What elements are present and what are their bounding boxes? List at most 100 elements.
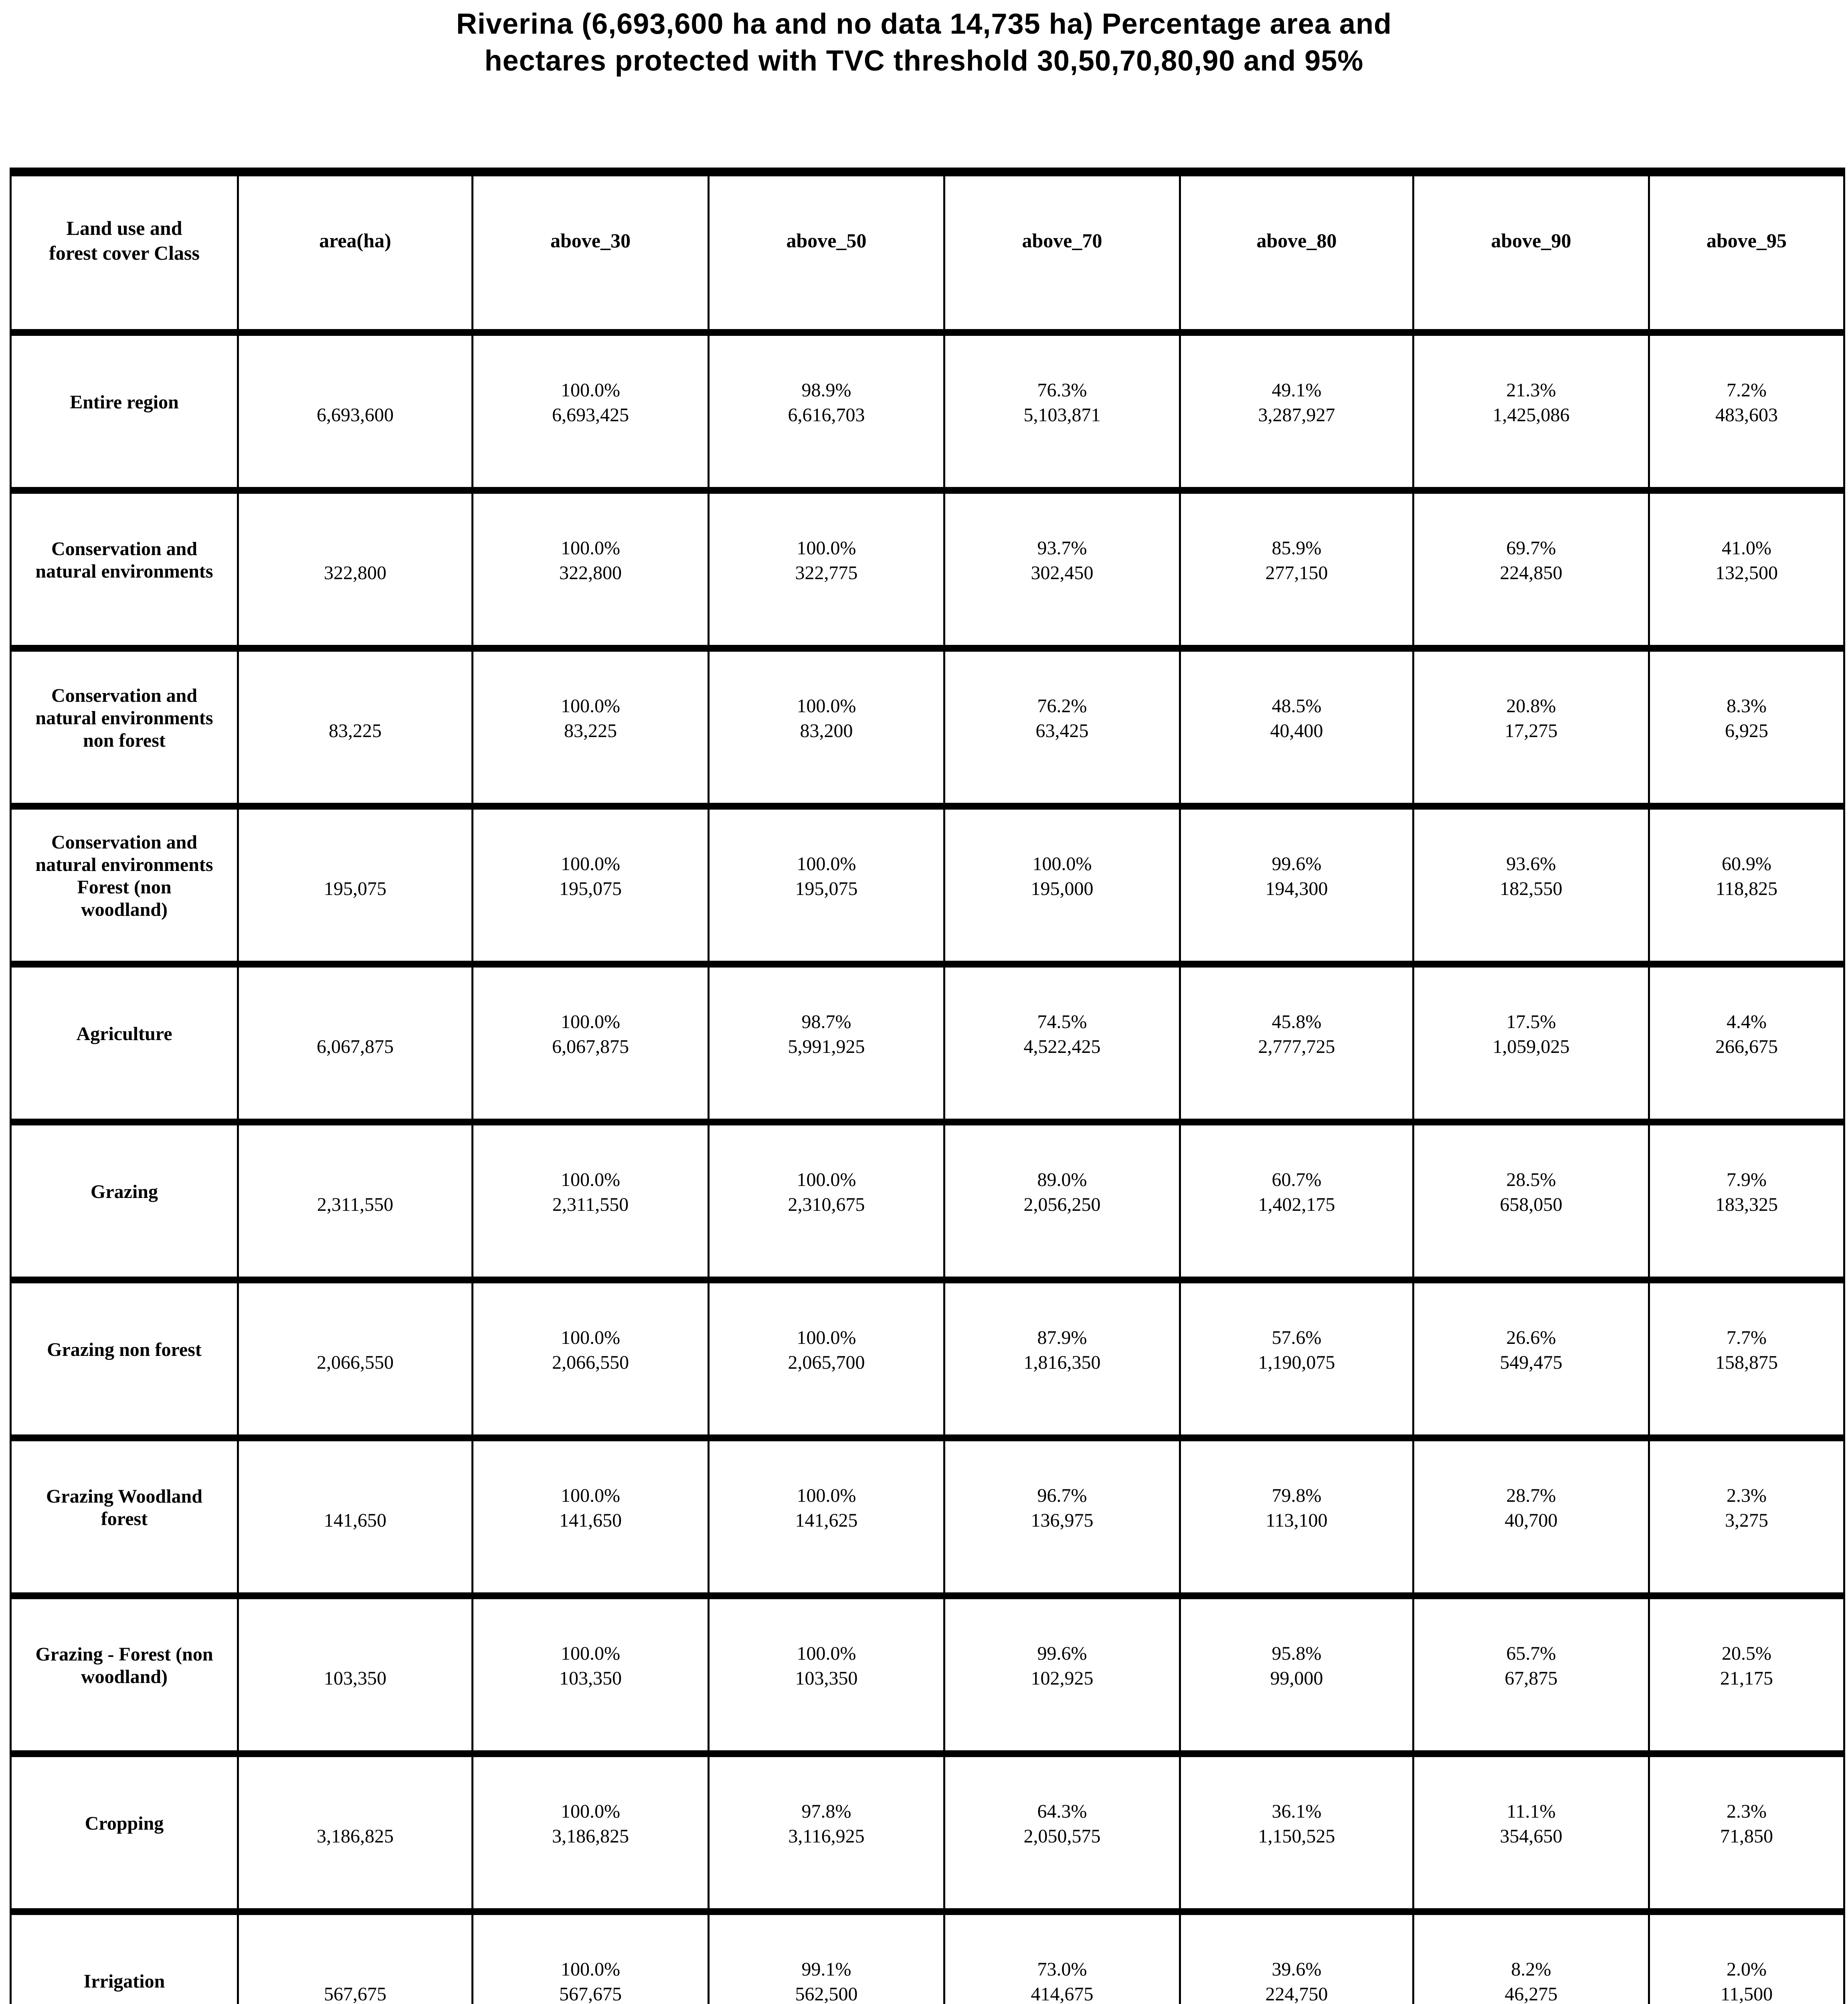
threshold-cell: 100.0% 322,775 <box>708 489 945 649</box>
row-label: Grazing <box>10 1121 239 1281</box>
threshold-cell: 93.7% 302,450 <box>943 489 1181 649</box>
table-row: Conservation and natural environments 322… <box>10 489 1845 649</box>
threshold-cell: 76.2% 63,425 <box>943 647 1181 807</box>
threshold-cell: 100.0% 322,800 <box>471 489 710 649</box>
tvc-table-container: Land use and forest cover Class area(ha) a… <box>10 168 1845 2004</box>
column-header: Land use and forest cover Class <box>10 171 239 333</box>
row-label: Conservation and natural environments Fo… <box>10 805 239 965</box>
threshold-cell: 87.9% 1,816,350 <box>943 1279 1181 1439</box>
table-row: Cropping 3,186,825 100.0% 3,186,825 97.8% 3,1… <box>10 1752 1845 1913</box>
table-row: Agriculture 6,067,875 100.0% 6,067,875 98.7%… <box>10 963 1845 1123</box>
threshold-cell: 100.0% 2,065,700 <box>708 1279 945 1439</box>
threshold-cell: 89.0% 2,056,250 <box>943 1121 1181 1281</box>
threshold-cell: 7.7% 158,875 <box>1648 1279 1845 1439</box>
threshold-cell: 20.8% 17,275 <box>1412 647 1650 807</box>
threshold-cell: 7.2% 483,603 <box>1648 331 1845 491</box>
tvc-table: Land use and forest cover Class area(ha) a… <box>10 168 1845 2004</box>
threshold-cell: 8.3% 6,925 <box>1648 647 1845 807</box>
area-cell: 103,350 <box>237 1594 473 1755</box>
row-label: Agriculture <box>10 963 239 1123</box>
threshold-cell: 95.8% 99,000 <box>1179 1594 1414 1755</box>
threshold-cell: 8.2% 46,275 <box>1412 1910 1650 2004</box>
area-cell: 195,075 <box>237 805 473 965</box>
threshold-cell: 93.6% 182,550 <box>1412 805 1650 965</box>
threshold-cell: 85.9% 277,150 <box>1179 489 1414 649</box>
page-title-line1: Riverina (6,693,600 ha and no data 14,73… <box>456 8 1392 40</box>
threshold-cell: 48.5% 40,400 <box>1179 647 1414 807</box>
threshold-cell: 100.0% 2,311,550 <box>471 1121 710 1281</box>
row-label: Irrigation <box>10 1910 239 2004</box>
threshold-cell: 99.6% 102,925 <box>943 1594 1181 1755</box>
threshold-cell: 60.9% 118,825 <box>1648 805 1845 965</box>
threshold-cell: 20.5% 21,175 <box>1648 1594 1845 1755</box>
threshold-cell: 100.0% 83,225 <box>471 647 710 807</box>
area-cell: 2,311,550 <box>237 1121 473 1281</box>
threshold-cell: 100.0% 2,066,550 <box>471 1279 710 1439</box>
row-label: Entire region <box>10 331 239 491</box>
page-title-line2: hectares protected with TVC threshold 30… <box>484 45 1364 77</box>
threshold-cell: 97.8% 3,116,925 <box>708 1752 945 1913</box>
threshold-cell: 36.1% 1,150,525 <box>1179 1752 1414 1913</box>
threshold-cell: 79.8% 113,100 <box>1179 1436 1414 1597</box>
row-label: Cropping <box>10 1752 239 1913</box>
table-row: Conservation and natural environments Fo… <box>10 805 1845 965</box>
threshold-cell: 100.0% 141,650 <box>471 1436 710 1597</box>
threshold-cell: 2.0% 11,500 <box>1648 1910 1845 2004</box>
threshold-cell: 11.1% 354,650 <box>1412 1752 1650 1913</box>
page-title: Riverina (6,693,600 ha and no data 14,73… <box>0 6 1848 79</box>
area-cell: 83,225 <box>237 647 473 807</box>
threshold-cell: 21.3% 1,425,086 <box>1412 331 1650 491</box>
threshold-cell: 96.7% 136,975 <box>943 1436 1181 1597</box>
row-label: Grazing - Forest (non woodland) <box>10 1594 239 1755</box>
threshold-cell: 100.0% 103,350 <box>471 1594 710 1755</box>
area-cell: 3,186,825 <box>237 1752 473 1913</box>
column-header: above_90 <box>1412 171 1650 333</box>
threshold-cell: 28.5% 658,050 <box>1412 1121 1650 1281</box>
threshold-cell: 69.7% 224,850 <box>1412 489 1650 649</box>
threshold-cell: 39.6% 224,750 <box>1179 1910 1414 2004</box>
threshold-cell: 73.0% 414,675 <box>943 1910 1181 2004</box>
threshold-cell: 100.0% 2,310,675 <box>708 1121 945 1281</box>
threshold-cell: 100.0% 195,075 <box>471 805 710 965</box>
threshold-cell: 100.0% 6,693,425 <box>471 331 710 491</box>
table-row: Conservation and natural environments no… <box>10 647 1845 807</box>
threshold-cell: 100.0% 195,000 <box>943 805 1181 965</box>
threshold-cell: 74.5% 4,522,425 <box>943 963 1181 1123</box>
threshold-cell: 49.1% 3,287,927 <box>1179 331 1414 491</box>
threshold-cell: 98.7% 5,991,925 <box>708 963 945 1123</box>
row-label: Conservation and natural environments no… <box>10 647 239 807</box>
threshold-cell: 100.0% 141,625 <box>708 1436 945 1597</box>
table-row: Irrigation 567,675 100.0% 567,675 99.1% 562,5… <box>10 1910 1845 2004</box>
area-cell: 322,800 <box>237 489 473 649</box>
threshold-cell: 99.6% 194,300 <box>1179 805 1414 965</box>
column-header: area(ha) <box>237 171 473 333</box>
threshold-cell: 57.6% 1,190,075 <box>1179 1279 1414 1439</box>
threshold-cell: 100.0% 83,200 <box>708 647 945 807</box>
table-header-row: Land use and forest cover Class area(ha) a… <box>10 171 1845 333</box>
row-label: Grazing Woodland forest <box>10 1436 239 1597</box>
threshold-cell: 100.0% 567,675 <box>471 1910 710 2004</box>
table-row: Grazing - Forest (non woodland) 103,350 10… <box>10 1594 1845 1755</box>
threshold-cell: 100.0% 103,350 <box>708 1594 945 1755</box>
column-header: above_80 <box>1179 171 1414 333</box>
threshold-cell: 100.0% 3,186,825 <box>471 1752 710 1913</box>
row-label: Grazing non forest <box>10 1279 239 1439</box>
area-cell: 567,675 <box>237 1910 473 2004</box>
threshold-cell: 17.5% 1,059,025 <box>1412 963 1650 1123</box>
column-header: above_70 <box>943 171 1181 333</box>
column-header: above_30 <box>471 171 710 333</box>
threshold-cell: 76.3% 5,103,871 <box>943 331 1181 491</box>
column-header: above_95 <box>1648 171 1845 333</box>
threshold-cell: 65.7% 67,875 <box>1412 1594 1650 1755</box>
threshold-cell: 26.6% 549,475 <box>1412 1279 1650 1439</box>
threshold-cell: 45.8% 2,777,725 <box>1179 963 1414 1123</box>
threshold-cell: 98.9% 6,616,703 <box>708 331 945 491</box>
threshold-cell: 99.1% 562,500 <box>708 1910 945 2004</box>
table-row: Entire region 6,693,600 100.0% 6,693,425 98.… <box>10 331 1845 491</box>
threshold-cell: 2.3% 71,850 <box>1648 1752 1845 1913</box>
table-body: Entire region 6,693,600 100.0% 6,693,425 98.… <box>10 331 1845 2004</box>
threshold-cell: 2.3% 3,275 <box>1648 1436 1845 1597</box>
area-cell: 6,693,600 <box>237 331 473 491</box>
table-row: Grazing 2,311,550 100.0% 2,311,550 100.0% 2,3… <box>10 1121 1845 1281</box>
